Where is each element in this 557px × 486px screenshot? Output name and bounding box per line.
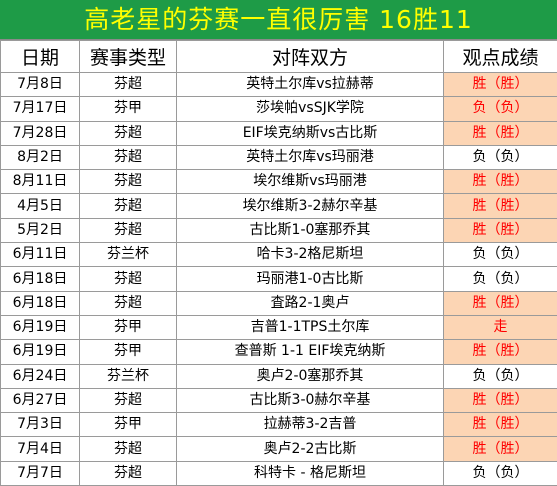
cell-match: 埃尔维斯3-2赫尔辛基 xyxy=(177,194,444,218)
cell-match: 英特土尔库vs玛丽港 xyxy=(177,145,444,169)
cell-result: 胜（胜） xyxy=(444,340,557,364)
cell-match: 拉赫蒂3-2吉普 xyxy=(177,413,444,437)
cell-result: 负（负） xyxy=(444,461,557,485)
table-row: 7月3日芬甲拉赫蒂3-2吉普胜（胜） xyxy=(1,413,557,437)
table-row: 5月2日芬超古比斯1-0塞那乔其胜（胜） xyxy=(1,218,557,242)
cell-result: 胜（胜） xyxy=(444,73,557,97)
cell-competition: 芬甲 xyxy=(80,413,177,437)
cell-competition: 芬超 xyxy=(80,461,177,485)
table-row: 6月11日芬兰杯哈卡3-2格尼斯坦负（负） xyxy=(1,243,557,267)
cell-date: 7月17日 xyxy=(1,97,80,121)
results-table: 日期 赛事类型 对阵双方 观点成绩 7月8日芬超英特土尔库vs拉赫蒂胜（胜）7月… xyxy=(0,40,557,486)
cell-match: 古比斯1-0塞那乔其 xyxy=(177,218,444,242)
cell-match: 吉普1-1TPS土尔库 xyxy=(177,315,444,339)
cell-competition: 芬兰杯 xyxy=(80,364,177,388)
cell-result: 负（负） xyxy=(444,243,557,267)
cell-match: 埃尔维斯vs玛丽港 xyxy=(177,170,444,194)
cell-match: 奥卢2-0塞那乔其 xyxy=(177,364,444,388)
cell-result: 胜（胜） xyxy=(444,388,557,412)
cell-competition: 芬甲 xyxy=(80,315,177,339)
cell-date: 6月27日 xyxy=(1,388,80,412)
table-row: 8月11日芬超埃尔维斯vs玛丽港胜（胜） xyxy=(1,170,557,194)
table-row: 7月8日芬超英特土尔库vs拉赫蒂胜（胜） xyxy=(1,73,557,97)
cell-match: 科特卡 - 格尼斯坦 xyxy=(177,461,444,485)
header-result: 观点成绩 xyxy=(444,41,557,73)
cell-competition: 芬超 xyxy=(80,291,177,315)
cell-competition: 芬超 xyxy=(80,194,177,218)
table-row: 7月17日芬甲莎埃帕vsSJK学院负（负） xyxy=(1,97,557,121)
cell-result: 负（负） xyxy=(444,364,557,388)
table-row: 6月19日芬甲吉普1-1TPS土尔库走 xyxy=(1,315,557,339)
table-row: 6月24日芬兰杯奥卢2-0塞那乔其负（负） xyxy=(1,364,557,388)
cell-competition: 芬超 xyxy=(80,218,177,242)
table-row: 6月18日芬超玛丽港1-0古比斯负（负） xyxy=(1,267,557,291)
table-row: 4月5日芬超埃尔维斯3-2赫尔辛基胜（胜） xyxy=(1,194,557,218)
cell-competition: 芬超 xyxy=(80,170,177,194)
cell-match: 英特土尔库vs拉赫蒂 xyxy=(177,73,444,97)
cell-match: 莎埃帕vsSJK学院 xyxy=(177,97,444,121)
cell-competition: 芬超 xyxy=(80,267,177,291)
cell-result: 胜（胜） xyxy=(444,170,557,194)
table-row: 6月19日芬甲查普斯 1-1 EIF埃克纳斯胜（胜） xyxy=(1,340,557,364)
cell-result: 胜（胜） xyxy=(444,121,557,145)
header-competition: 赛事类型 xyxy=(80,41,177,73)
cell-date: 6月18日 xyxy=(1,291,80,315)
cell-match: 奥卢2-2古比斯 xyxy=(177,437,444,461)
table-row: 6月27日芬超古比斯3-0赫尔辛基胜（胜） xyxy=(1,388,557,412)
table-row: 6月18日芬超査路2-1奥卢胜（胜） xyxy=(1,291,557,315)
cell-match: 古比斯3-0赫尔辛基 xyxy=(177,388,444,412)
cell-date: 7月28日 xyxy=(1,121,80,145)
cell-result: 胜（胜） xyxy=(444,291,557,315)
cell-match: 査路2-1奥卢 xyxy=(177,291,444,315)
cell-result: 胜（胜） xyxy=(444,194,557,218)
cell-date: 5月2日 xyxy=(1,218,80,242)
page-title: 高老星的芬赛一直很厉害 16胜11 xyxy=(0,0,557,40)
header-row: 日期 赛事类型 对阵双方 观点成绩 xyxy=(1,41,557,73)
table-body: 7月8日芬超英特土尔库vs拉赫蒂胜（胜）7月17日芬甲莎埃帕vsSJK学院负（负… xyxy=(1,73,557,486)
cell-competition: 芬超 xyxy=(80,145,177,169)
cell-competition: 芬超 xyxy=(80,388,177,412)
header-match: 对阵双方 xyxy=(177,41,444,73)
cell-date: 7月8日 xyxy=(1,73,80,97)
cell-competition: 芬兰杯 xyxy=(80,243,177,267)
cell-date: 6月19日 xyxy=(1,315,80,339)
cell-date: 6月19日 xyxy=(1,340,80,364)
cell-date: 7月7日 xyxy=(1,461,80,485)
cell-date: 8月11日 xyxy=(1,170,80,194)
cell-result: 负（负） xyxy=(444,145,557,169)
cell-competition: 芬超 xyxy=(80,121,177,145)
cell-result: 胜（胜） xyxy=(444,218,557,242)
cell-competition: 芬甲 xyxy=(80,97,177,121)
table-row: 8月2日芬超英特土尔库vs玛丽港负（负） xyxy=(1,145,557,169)
cell-result: 负（负） xyxy=(444,267,557,291)
cell-date: 7月3日 xyxy=(1,413,80,437)
cell-result: 胜（胜） xyxy=(444,413,557,437)
cell-competition: 芬甲 xyxy=(80,340,177,364)
cell-result: 负（负） xyxy=(444,97,557,121)
cell-result: 胜（胜） xyxy=(444,437,557,461)
table-row: 7月4日芬超奥卢2-2古比斯胜（胜） xyxy=(1,437,557,461)
cell-date: 8月2日 xyxy=(1,145,80,169)
cell-date: 4月5日 xyxy=(1,194,80,218)
cell-date: 6月18日 xyxy=(1,267,80,291)
cell-date: 7月4日 xyxy=(1,437,80,461)
cell-match: EIF埃克纳斯vs古比斯 xyxy=(177,121,444,145)
cell-match: 哈卡3-2格尼斯坦 xyxy=(177,243,444,267)
cell-competition: 芬超 xyxy=(80,73,177,97)
cell-result: 走 xyxy=(444,315,557,339)
header-date: 日期 xyxy=(1,41,80,73)
cell-match: 查普斯 1-1 EIF埃克纳斯 xyxy=(177,340,444,364)
cell-match: 玛丽港1-0古比斯 xyxy=(177,267,444,291)
cell-competition: 芬超 xyxy=(80,437,177,461)
cell-date: 6月24日 xyxy=(1,364,80,388)
table-row: 7月7日芬超科特卡 - 格尼斯坦负（负） xyxy=(1,461,557,485)
cell-date: 6月11日 xyxy=(1,243,80,267)
